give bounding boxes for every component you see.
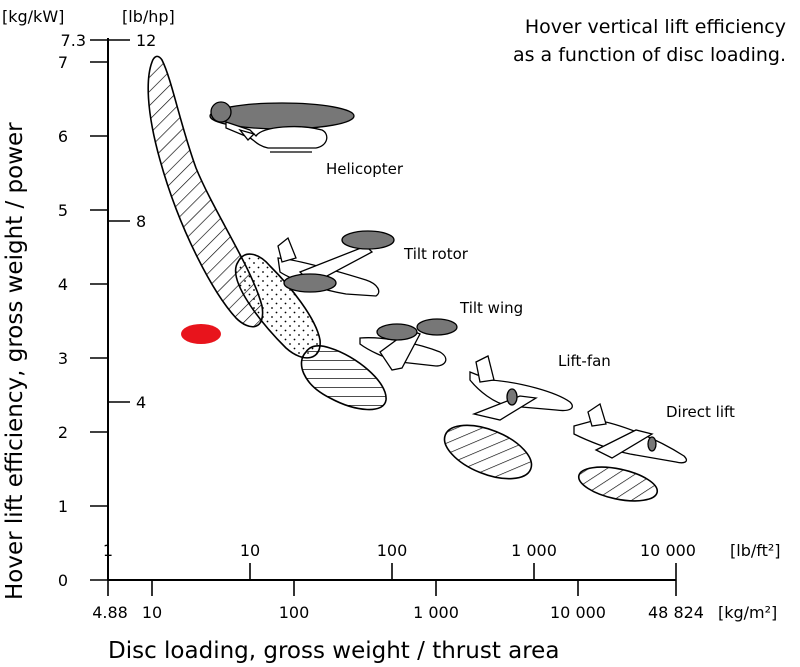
lift-fan-wing xyxy=(471,395,538,421)
tilt-wing-illustration xyxy=(359,318,458,371)
region-tilt-wing xyxy=(300,345,387,411)
y-tick-label-2: 2 xyxy=(58,423,68,442)
y-secondary-ticks: 12 8 4 xyxy=(108,31,156,412)
region-direct-lift xyxy=(577,466,659,502)
x-lower-tick-label-10000: 10 000 xyxy=(550,603,606,622)
regions xyxy=(147,55,659,502)
y-tick-label-7-3: 7.3 xyxy=(61,31,86,50)
x-upper-tick-label-10000: 10 000 xyxy=(640,541,696,560)
x-lower-ticks: 4.88 10 100 1 000 10 000 48 824 [kg/m²] xyxy=(92,580,777,622)
tilt-rotor-tail xyxy=(277,236,297,263)
label-direct-lift: Direct lift xyxy=(666,403,735,421)
x-upper-unit: [lb/ft²] xyxy=(730,541,781,560)
direct-lift-illustration xyxy=(573,402,688,464)
label-lift-fan: Lift-fan xyxy=(558,352,611,370)
label-helicopter: Helicopter xyxy=(326,160,404,178)
tilt-wing-prop-1 xyxy=(376,323,418,341)
category-labels: Helicopter Tilt rotor Tilt wing Lift-fan… xyxy=(326,160,735,421)
x-upper-tick-label-10: 10 xyxy=(240,541,260,560)
y-tick-label-1: 1 xyxy=(58,497,68,516)
tilt-wing-prop-2 xyxy=(416,318,458,336)
y2-tick-label-12: 12 xyxy=(136,31,156,50)
lift-fan-illustration xyxy=(469,355,573,421)
lift-fan-body xyxy=(469,371,573,412)
x-lower-tick-label-100: 100 xyxy=(279,603,310,622)
x-lower-tick-label-10: 10 xyxy=(142,603,162,622)
y-unit-primary: [kg/kW] xyxy=(2,7,64,26)
y-tick-label-3: 3 xyxy=(58,349,68,368)
x-upper-tick-label-100: 100 xyxy=(377,541,408,560)
tilt-rotor-illustration xyxy=(277,230,395,297)
label-tilt-wing: Tilt wing xyxy=(459,299,523,317)
x-lower-tick-label-4-88: 4.88 xyxy=(92,603,128,622)
direct-lift-nozzle xyxy=(647,436,657,452)
x-upper-tick-label-1: 1 xyxy=(103,541,113,560)
y-unit-secondary: [lb/hp] xyxy=(122,7,175,26)
region-lift-fan xyxy=(443,424,533,480)
chart-title-line-2: as a function of disc loading. xyxy=(513,44,786,66)
y2-tick-label-8: 8 xyxy=(136,212,146,231)
x-lower-unit: [kg/m²] xyxy=(718,603,777,622)
helicopter-illustration xyxy=(209,101,355,153)
y2-tick-label-4: 4 xyxy=(136,393,146,412)
direct-lift-tail xyxy=(587,402,607,427)
x-upper-unit-text: [lb/ft²] xyxy=(730,541,781,560)
lift-fan-fan xyxy=(506,388,518,406)
x-upper-ticks: 1 10 100 1 000 10 000 [lb/ft²] xyxy=(103,541,781,580)
x-lower-unit-text: [kg/m²] xyxy=(718,603,777,622)
y-tick-label-5: 5 xyxy=(58,201,68,220)
y-tick-label-4: 4 xyxy=(58,275,68,294)
helicopter-body xyxy=(225,121,328,149)
helicopter-tail-rotor xyxy=(210,101,232,123)
tilt-rotor-prop-2 xyxy=(283,273,337,293)
lift-fan-tail xyxy=(475,355,495,383)
chart-title-line-1: Hover vertical lift efficiency xyxy=(525,16,786,38)
x-upper-tick-label-1000: 1 000 xyxy=(511,541,557,560)
x-lower-tick-label-1000: 1 000 xyxy=(413,603,459,622)
label-tilt-rotor: Tilt rotor xyxy=(403,245,469,263)
y-axis-label: Hover lift efficiency, gross weight / po… xyxy=(2,122,28,600)
y-tick-label-7: 7 xyxy=(58,53,68,72)
region-tilt-rotor xyxy=(235,253,321,359)
y-primary-ticks: 0 1 2 3 4 5 6 7 7.3 xyxy=(58,31,108,590)
highlight-point xyxy=(181,324,221,344)
y-tick-label-0: 0 xyxy=(58,571,68,590)
x-axis-label: Disc loading, gross weight / thrust area xyxy=(108,638,559,664)
tilt-rotor-prop-1 xyxy=(341,230,395,250)
y-tick-label-6: 6 xyxy=(58,127,68,146)
x-lower-tick-label-48824: 48 824 xyxy=(648,603,704,622)
direct-lift-wing xyxy=(594,429,654,459)
helicopter-tail-fin xyxy=(238,128,256,141)
